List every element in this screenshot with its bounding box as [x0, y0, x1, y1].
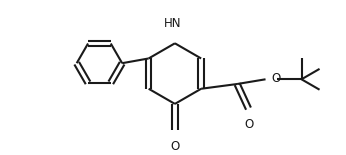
Text: O: O — [245, 118, 254, 131]
Text: O: O — [170, 140, 180, 153]
Text: O: O — [271, 72, 281, 85]
Text: HN: HN — [164, 17, 182, 30]
